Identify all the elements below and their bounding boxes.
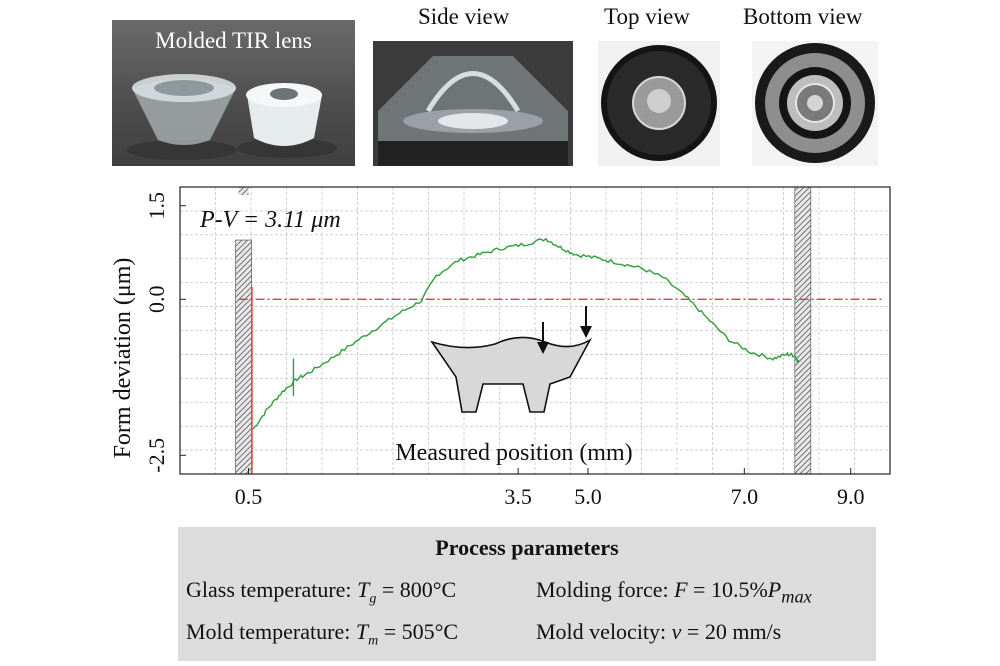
molding-force-value: = 10.5%: [687, 577, 768, 602]
lens-profile-shape: [430, 336, 593, 413]
molding-force-label: Molding force:: [536, 577, 675, 602]
mold-velocity-label: Mold velocity:: [536, 619, 672, 644]
glass-temperature-value: = 800°C: [376, 577, 457, 602]
process-parameters-title: Process parameters: [435, 535, 619, 560]
arrow-indicator-head: [580, 326, 592, 338]
molding-force-row: Molding force: F = 10.5%Pmax: [536, 577, 812, 607]
bottom-view-title: Bottom view: [743, 4, 863, 29]
arrow-indicator-head: [537, 342, 549, 354]
process-parameters-panel: Process parameters Glass temperature: Tg…: [178, 527, 876, 661]
y-tick-label: -2.5: [144, 438, 169, 473]
mold-temperature-value: = 505°C: [378, 619, 459, 644]
peak-to-valley-annotation: P-V = 3.11 μm: [199, 207, 341, 233]
side-view-photo: [373, 41, 573, 166]
y-tick-label: 1.5: [144, 192, 169, 220]
x-tick-label: 5.0: [574, 484, 602, 509]
top-view-illustration: [598, 41, 720, 166]
mold-temperature-label: Mold temperature:: [186, 619, 356, 644]
molding-force-unit-symbol: P: [767, 577, 782, 602]
molding-force-symbol: F: [674, 577, 688, 602]
hatched-region: [235, 239, 252, 475]
bottom-view-photo: [752, 41, 878, 166]
molded-lens-photo: Molded TIR lens: [112, 20, 355, 166]
glass-temperature-label: Glass temperature:: [186, 577, 358, 602]
form-deviation-chart: 0.5 3.5 5.0 7.0 9.0 1.5 0.0 -2.5 Form deviation…: [110, 186, 891, 509]
plot-frame: [179, 186, 891, 475]
x-tick-label: 7.0: [731, 484, 759, 509]
hatched-region-cap: [797, 187, 808, 195]
molded-lens-illustration: [127, 74, 337, 160]
mold-velocity-value: = 20 mm/s: [681, 619, 782, 644]
hatched-region-cap: [238, 187, 249, 195]
glass-temperature-subscript: g: [369, 591, 377, 607]
top-view-title: Top view: [604, 4, 690, 29]
x-tick-label: 3.5: [504, 484, 531, 509]
lens-profile-inset: [430, 306, 593, 413]
side-view-title: Side view: [418, 4, 510, 29]
chart-hatched-regions: [235, 186, 812, 475]
x-axis-label: Measured position (mm): [395, 440, 632, 466]
glass-temperature-row: Glass temperature: Tg = 800°C: [186, 577, 456, 607]
x-tick-label: 0.5: [235, 484, 263, 509]
glass-temperature-symbol: T: [357, 577, 370, 602]
mold-temperature-subscript: m: [368, 633, 379, 649]
molded-lens-title: Molded TIR lens: [155, 28, 312, 53]
mold-velocity-row: Mold velocity: v = 20 mm/s: [536, 619, 781, 645]
mold-velocity-symbol: v: [671, 619, 682, 644]
x-tick-label: 9.0: [837, 484, 865, 509]
mold-temperature-symbol: T: [355, 619, 369, 644]
mold-temperature-row: Mold temperature: Tm = 505°C: [186, 619, 458, 649]
y-tick-label: 0.0: [144, 286, 169, 314]
hatched-region: [794, 186, 812, 475]
y-axis-label: Form deviation (μm): [110, 258, 136, 459]
chart-ticks: 0.5 3.5 5.0 7.0 9.0 1.5 0.0 -2.5: [144, 192, 864, 509]
molding-force-unit-subscript: max: [781, 586, 812, 607]
top-view-photo: [598, 41, 720, 166]
bottom-view-illustration: [752, 41, 878, 166]
side-view-illustration: [373, 41, 573, 166]
series-line-form-deviation: [252, 237, 800, 430]
